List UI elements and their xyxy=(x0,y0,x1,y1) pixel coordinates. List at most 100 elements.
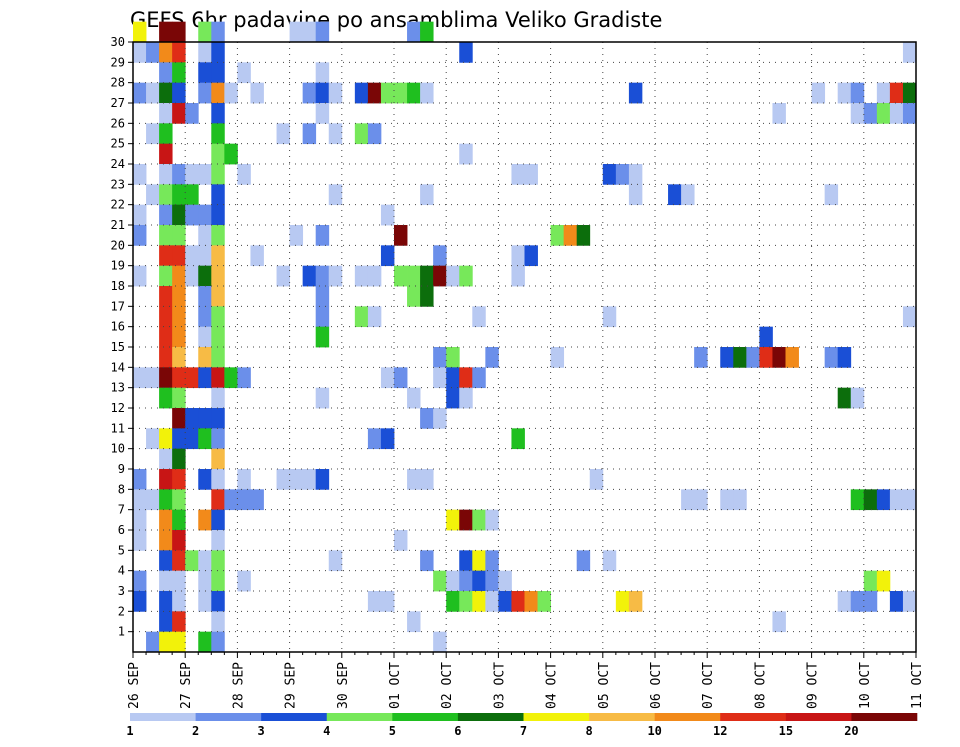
heatmap-cell xyxy=(276,265,290,287)
heatmap-cell xyxy=(394,530,408,551)
heatmap-cell xyxy=(198,306,212,328)
heatmap-cell xyxy=(185,103,199,124)
heatmap-cell xyxy=(185,408,199,429)
heatmap-cell xyxy=(446,387,460,409)
y-tick-label: 1 xyxy=(118,625,125,639)
heatmap-cell xyxy=(172,82,186,104)
heatmap-cell xyxy=(211,326,225,348)
heatmap-cell xyxy=(615,591,630,612)
x-tick-label: 06 OCT xyxy=(649,662,664,709)
colorbar-swatch xyxy=(654,713,721,721)
heatmap-cell xyxy=(420,21,434,43)
heatmap-cell xyxy=(198,428,212,450)
heatmap-cell xyxy=(863,103,878,124)
heatmap-cell xyxy=(850,489,865,511)
heatmap-cell xyxy=(628,591,643,612)
heatmap-cell xyxy=(485,591,499,612)
heatmap-cell xyxy=(172,184,186,206)
heatmap-cell xyxy=(172,509,186,531)
heatmap-cell xyxy=(837,387,852,409)
y-tick-label: 26 xyxy=(111,116,125,130)
heatmap-cell xyxy=(159,164,173,185)
heatmap-cell xyxy=(380,204,395,226)
heatmap-cell xyxy=(133,42,147,63)
heatmap-cell xyxy=(876,82,891,104)
heatmap-cell xyxy=(367,591,382,612)
heatmap-cell xyxy=(289,225,304,246)
heatmap-cell xyxy=(576,225,591,246)
heatmap-cell xyxy=(446,570,460,592)
heatmap-cell xyxy=(159,21,173,43)
heatmap-cell xyxy=(863,570,878,592)
heatmap-cell xyxy=(172,489,186,511)
heatmap-cell xyxy=(159,123,173,145)
heatmap-cell xyxy=(524,245,538,267)
heatmap-cell xyxy=(367,265,382,287)
heatmap-cell xyxy=(133,204,147,226)
heatmap-cell xyxy=(407,286,421,307)
heatmap-cell xyxy=(211,550,225,572)
heatmap-cell xyxy=(159,591,173,612)
heatmap-cell xyxy=(315,326,330,348)
heatmap-cell xyxy=(159,428,173,450)
colorbar-swatch xyxy=(195,713,262,721)
x-tick-label: 30 SEP xyxy=(336,662,351,709)
y-tick-label: 17 xyxy=(111,299,125,313)
x-tick-label: 08 OCT xyxy=(753,662,768,709)
heatmap-cell xyxy=(211,570,225,592)
heatmap-cell xyxy=(172,286,186,307)
colorbar-label: 5 xyxy=(389,724,396,738)
colorbar-label: 15 xyxy=(779,724,793,738)
heatmap-cell xyxy=(315,21,330,43)
heatmap-cell xyxy=(211,631,225,653)
heatmap-cell xyxy=(459,42,473,63)
heatmap-cell xyxy=(133,367,147,389)
heatmap-cell xyxy=(133,509,147,531)
heatmap-cell xyxy=(211,448,225,470)
heatmap-cell xyxy=(133,21,147,43)
heatmap-cell xyxy=(302,123,317,145)
heatmap-cell xyxy=(198,347,212,368)
heatmap-cell xyxy=(328,265,343,287)
heatmap-cell xyxy=(328,82,343,104)
y-tick-label: 25 xyxy=(111,137,125,151)
heatmap-cell xyxy=(211,306,225,328)
heatmap-cell xyxy=(367,306,382,328)
heatmap-cell xyxy=(211,509,225,531)
heatmap-cell xyxy=(602,164,617,185)
heatmap-cell xyxy=(133,82,147,104)
heatmap-cell xyxy=(433,570,447,592)
heatmap-cell xyxy=(146,184,160,206)
heatmap-cell xyxy=(172,103,186,124)
heatmap-cell xyxy=(276,469,290,490)
x-tick-label: 10 OCT xyxy=(858,662,873,709)
y-tick-label: 9 xyxy=(118,462,125,476)
y-tick-label: 27 xyxy=(111,96,125,110)
heatmap-cell xyxy=(146,82,160,104)
heatmap-cell xyxy=(172,631,186,653)
heatmap-cell xyxy=(850,103,865,124)
x-tick-label: 27 SEP xyxy=(179,662,194,709)
x-axis: 26 SEP 27 SEP 28 SEP 29 SEP 30 SEP 01 OCT 02 O… xyxy=(127,652,925,709)
heatmap-cell xyxy=(198,367,212,389)
heatmap-cell xyxy=(524,591,538,612)
y-tick-label: 13 xyxy=(111,381,125,395)
colorbar-label: 1 xyxy=(126,724,133,738)
heatmap-cell xyxy=(211,265,225,287)
heatmap-cell xyxy=(772,611,786,633)
heatmap-cell xyxy=(550,225,565,246)
y-tick-label: 6 xyxy=(118,523,125,537)
heatmap-cell xyxy=(133,164,147,185)
heatmap-cell xyxy=(433,631,447,653)
heatmap-cell xyxy=(185,204,199,226)
heatmap-cell xyxy=(420,469,434,490)
heatmap-cell xyxy=(159,530,173,551)
heatmap-cell xyxy=(485,347,499,368)
heatmap-cell xyxy=(902,306,917,328)
heatmap-cell xyxy=(289,469,304,490)
y-tick-label: 20 xyxy=(111,238,125,252)
colorbar-swatch xyxy=(720,713,787,721)
heatmap-cell xyxy=(315,286,330,307)
heatmap-cell xyxy=(172,448,186,470)
colorbar-swatch xyxy=(326,713,393,721)
